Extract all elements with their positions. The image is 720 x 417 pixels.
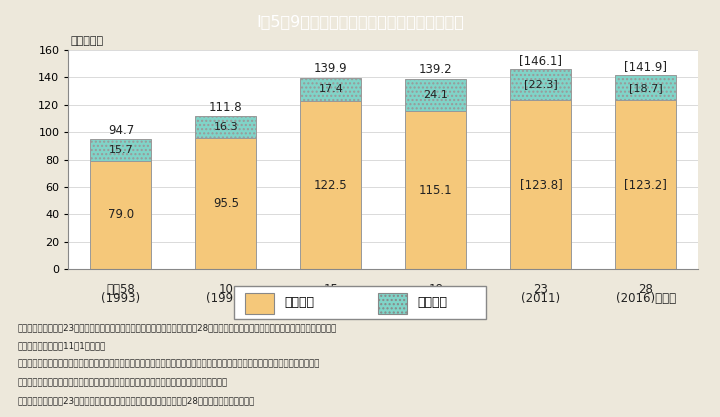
Bar — [510, 69, 572, 100]
Text: [146.1]: [146.1] — [519, 54, 562, 67]
Text: によって養育されている世帯。母子又は父子以外の同居者がいる世帯を含む。: によって養育されている世帯。母子又は父子以外の同居者がいる世帯を含む。 — [18, 378, 228, 387]
Text: [22.3]: [22.3] — [524, 79, 558, 89]
Text: 79.0: 79.0 — [108, 208, 134, 221]
Bar — [91, 139, 151, 161]
Text: 平成58: 平成58 — [107, 283, 135, 296]
Text: 15: 15 — [323, 283, 338, 296]
Text: 28: 28 — [639, 283, 653, 296]
Text: [123.2]: [123.2] — [624, 178, 667, 191]
Bar — [378, 293, 407, 314]
Text: (2011): (2011) — [521, 292, 560, 305]
Text: 母子世帯: 母子世帯 — [284, 296, 315, 309]
Text: （万世帯）: （万世帯） — [71, 36, 104, 46]
Text: I－5－9図　母子世帯数及び父子世帯数の推移: I－5－9図 母子世帯数及び父子世帯数の推移 — [256, 15, 464, 29]
Text: (2006): (2006) — [416, 292, 455, 305]
Text: ２．　各年11月1日現在。: ２． 各年11月1日現在。 — [18, 342, 106, 350]
Bar — [195, 116, 256, 138]
Text: 16.3: 16.3 — [214, 122, 238, 132]
Text: 15.7: 15.7 — [109, 145, 133, 155]
Bar — [616, 75, 676, 100]
Text: [123.8]: [123.8] — [520, 178, 562, 191]
Bar — [405, 111, 467, 269]
Text: （備考）１．　平成23年以前は，厚生労働省「全国母子世帯等調査」，平成28年は厚生労働省「全国ひとり親世帯等調査」より作成。: （備考）１． 平成23年以前は，厚生労働省「全国母子世帯等調査」，平成28年は厚… — [18, 323, 337, 332]
Bar — [300, 101, 361, 269]
Text: 111.8: 111.8 — [209, 101, 243, 114]
Text: [18.7]: [18.7] — [629, 83, 663, 93]
Bar — [616, 100, 676, 269]
Text: 94.7: 94.7 — [108, 124, 134, 137]
Text: 18: 18 — [428, 283, 444, 296]
Text: (1998): (1998) — [207, 292, 246, 305]
Text: 父子世帯: 父子世帯 — [418, 296, 448, 309]
Text: 95.5: 95.5 — [213, 197, 239, 210]
Text: 139.2: 139.2 — [419, 63, 453, 76]
Text: 115.1: 115.1 — [419, 184, 453, 197]
Bar — [405, 78, 467, 111]
Bar — [195, 138, 256, 269]
Text: 10: 10 — [218, 283, 233, 296]
Text: (2003): (2003) — [312, 292, 351, 305]
Text: (1993): (1993) — [102, 292, 140, 305]
Text: 23: 23 — [534, 283, 549, 296]
Bar — [510, 100, 572, 269]
Text: 24.1: 24.1 — [423, 90, 449, 100]
Text: ３．　母子（父子）世帯は，父（又は母）のいない児童（満２０歳未満の子供であって，未婚のもの）がその母（又は父）: ３． 母子（父子）世帯は，父（又は母）のいない児童（満２０歳未満の子供であって，… — [18, 360, 320, 369]
Text: ４．　平成23年値は，岩手県，宮城県及び福島県を除く。平成28年値は，熊本県を除く。: ４． 平成23年値は，岩手県，宮城県及び福島県を除く。平成28年値は，熊本県を除… — [18, 396, 255, 405]
Bar — [245, 293, 274, 314]
Bar — [91, 161, 151, 269]
Text: (2016)（年）: (2016)（年） — [616, 292, 676, 305]
Text: 17.4: 17.4 — [318, 85, 343, 94]
Text: 139.9: 139.9 — [314, 63, 348, 75]
FancyBboxPatch shape — [234, 286, 486, 319]
Bar — [300, 78, 361, 101]
Text: [141.9]: [141.9] — [624, 60, 667, 73]
Text: 122.5: 122.5 — [314, 178, 348, 192]
